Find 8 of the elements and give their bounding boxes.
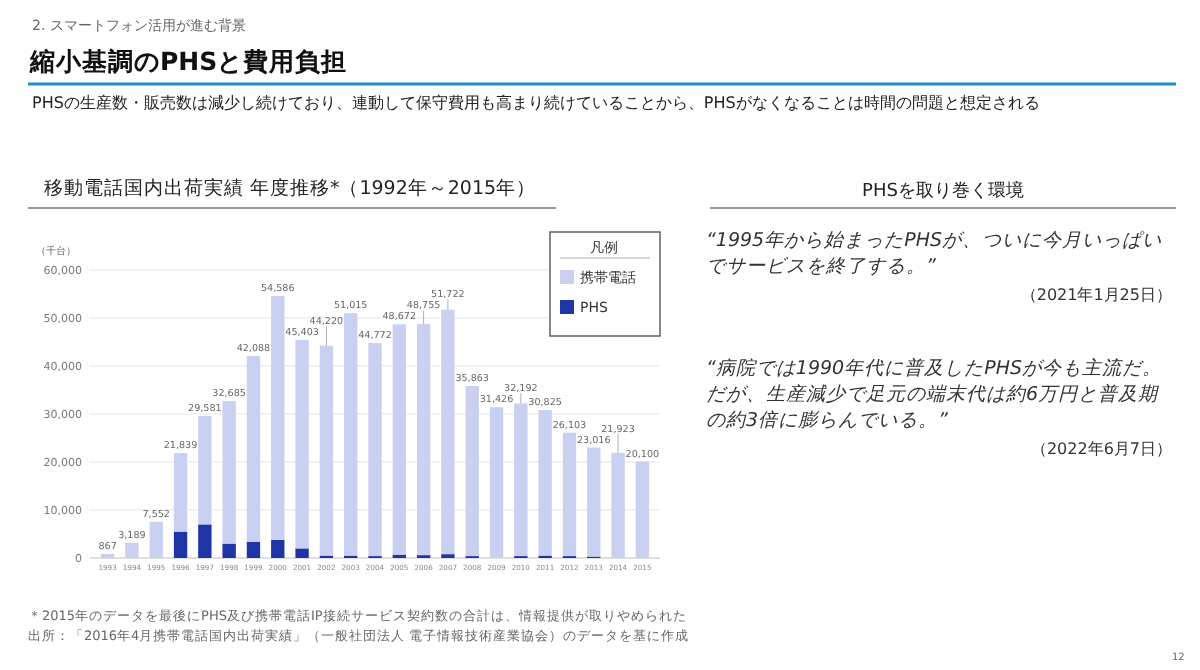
text: 縮小基調のPHSと費用負担 <box>30 46 348 80</box>
text: “1995年から始まったPHSが、ついに今月いっぱいでサービスを終了する。” <box>706 228 1165 280</box>
text: PHSを取り巻く環境 <box>860 179 1026 204</box>
text: （2021年1月25日） <box>1018 284 1172 306</box>
chart-title: 移動電話国内出荷実績 年度推移*（1992年～2015年） <box>43 176 537 200</box>
text: PHSの生産数・販売数は減少し続けており、連動して保守費用も高まり続けていることから、PHSがなくなることは時間の問題と想定される <box>32 92 1042 114</box>
text: “病院では1990年代に普及したPHSが今も主流だ。だが、生産減少で足元の端末代は約6万円と普及期の約3倍に膨らんでいる。” <box>706 356 1165 434</box>
text: （2022年6月7日） <box>1028 438 1172 460</box>
